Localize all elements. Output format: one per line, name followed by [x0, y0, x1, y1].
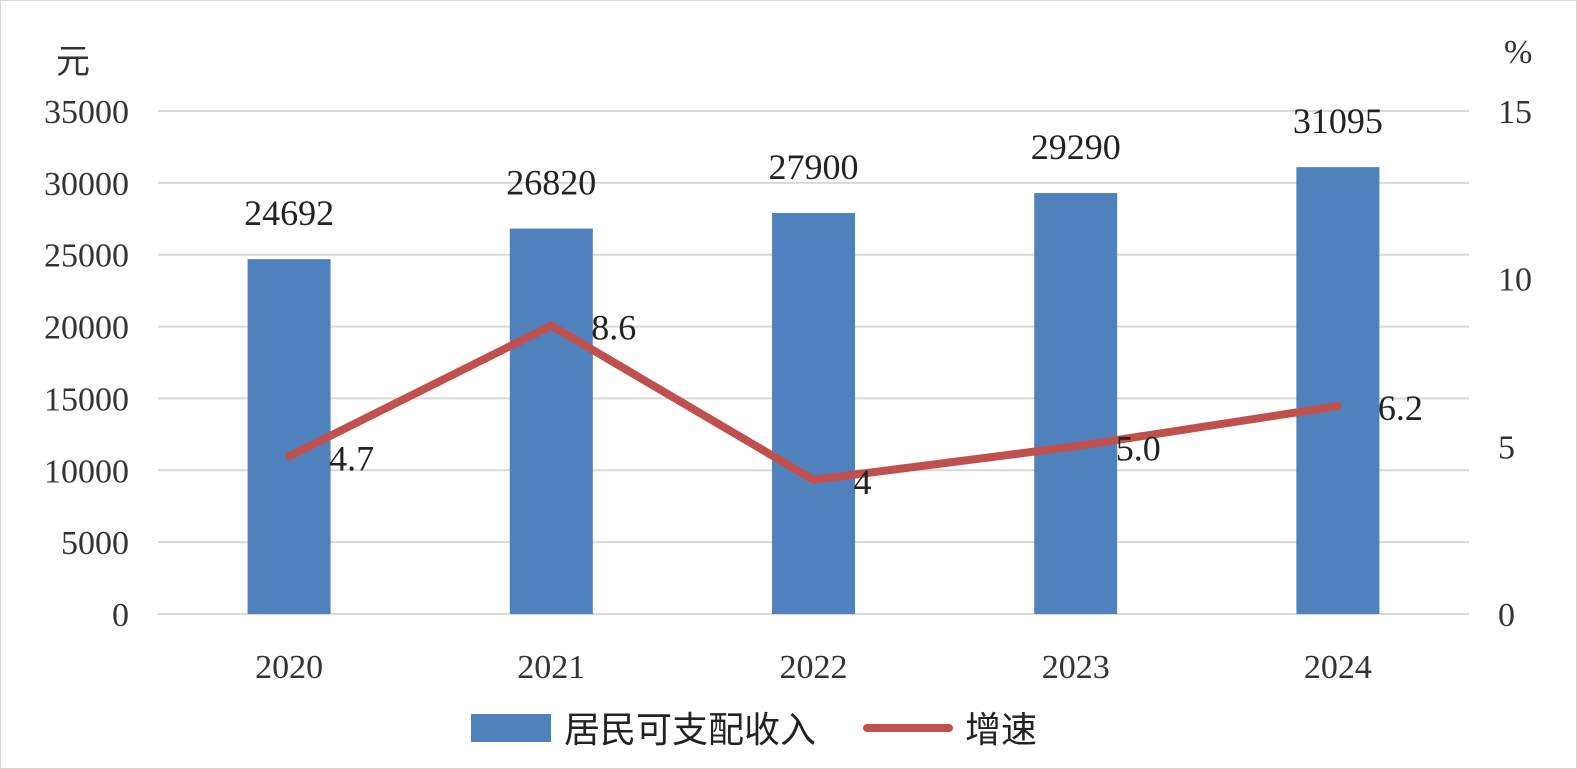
left-axis-tick-label: 5000: [61, 525, 129, 562]
axes: 元 % 0 5000 10000 15000 20000 25000 30000 35000 0…: [44, 34, 1532, 686]
left-axis-tick-label: 20000: [44, 310, 129, 347]
left-axis-tick-label: 15000: [44, 381, 129, 418]
x-axis-tick-label: 2020: [255, 649, 323, 686]
growth-rate-point: [285, 452, 294, 461]
growth-rate-label: 6.2: [1378, 388, 1423, 428]
bar-value-label: 29290: [1031, 127, 1121, 167]
left-axis-tick-label: 0: [112, 597, 129, 634]
bar-income-2023: [1034, 193, 1118, 614]
growth-rate-label: 4: [854, 462, 872, 502]
growth-rate-point: [547, 321, 556, 330]
left-axis-tick-label: 30000: [44, 166, 129, 203]
growth-rate-point: [1071, 442, 1080, 451]
x-axis-tick-label: 2021: [517, 649, 585, 686]
growth-rate-point: [809, 475, 818, 484]
bar-income-2024: [1296, 167, 1380, 614]
x-axis-tick-label: 2024: [1304, 649, 1372, 686]
right-axis-unit: %: [1504, 34, 1532, 71]
bars: [247, 167, 1380, 614]
x-axis-tick-label: 2023: [1042, 649, 1110, 686]
legend: 居民可支配收入 增速: [471, 710, 1037, 751]
bar-income-2021: [509, 228, 593, 614]
bar-value-label: 24692: [244, 193, 334, 233]
left-axis-tick-label: 10000: [44, 453, 129, 490]
right-axis-tick-label: 5: [1498, 429, 1515, 466]
growth-line: [285, 321, 1342, 484]
growth-rate-label: 8.6: [591, 308, 636, 348]
growth-rate-point: [1333, 402, 1342, 411]
growth-rate-label: 4.7: [329, 438, 374, 478]
left-axis-unit: 元: [56, 44, 90, 81]
legend-line-label: 增速: [965, 710, 1037, 751]
bar-income-2022: [772, 213, 855, 614]
bar-value-label: 26820: [506, 163, 596, 203]
growth-rate-label: 5.0: [1116, 428, 1161, 468]
data-labels: 24692 26820 27900 29290 31095 4.7 8.6 4 5.0 6.2: [244, 101, 1423, 502]
bar-value-label: 27900: [769, 147, 859, 187]
bar-value-label: 31095: [1293, 101, 1383, 141]
right-axis-tick-label: 15: [1498, 94, 1532, 131]
legend-bar-label: 居民可支配收入: [564, 710, 816, 751]
left-axis-tick-label: 25000: [44, 238, 129, 275]
bar-income-2020: [247, 259, 331, 614]
right-axis-tick-label: 0: [1498, 597, 1515, 634]
right-axis-tick-label: 10: [1498, 262, 1532, 299]
left-axis-tick-label: 35000: [44, 94, 129, 131]
legend-bar-swatch: [471, 714, 551, 742]
x-axis-tick-label: 2022: [780, 649, 848, 686]
